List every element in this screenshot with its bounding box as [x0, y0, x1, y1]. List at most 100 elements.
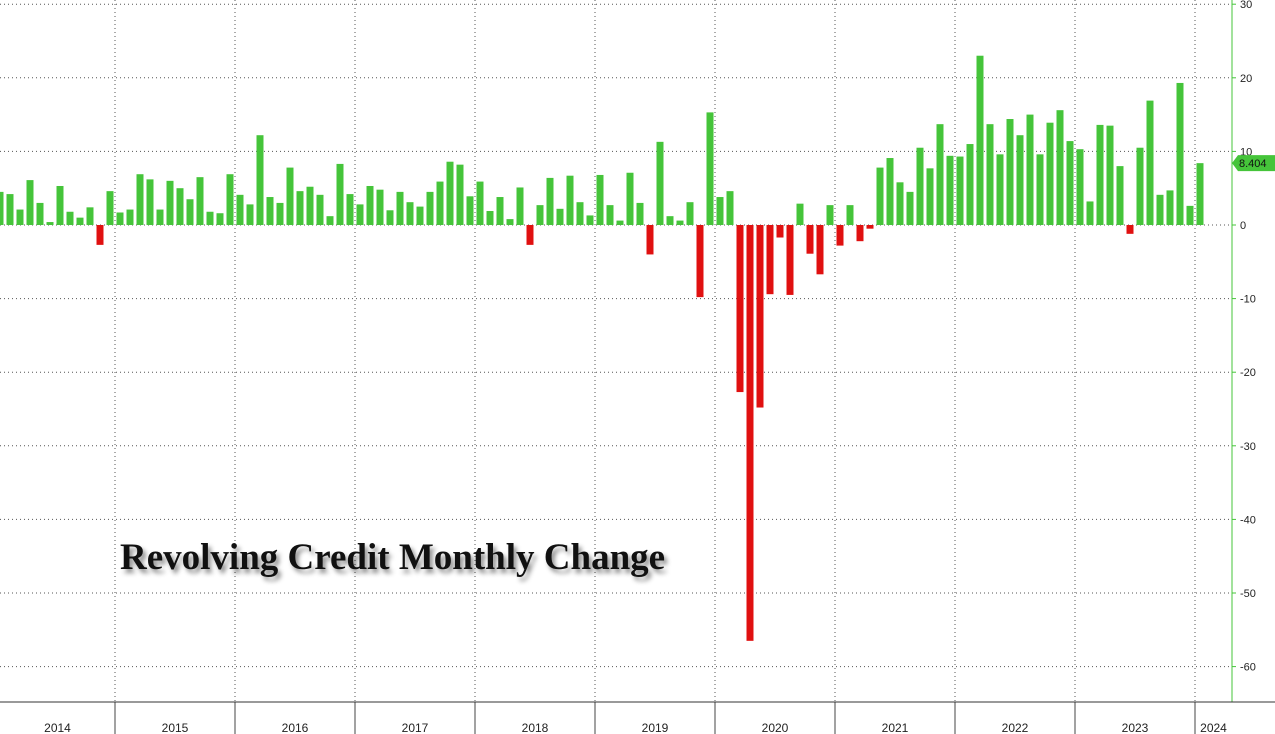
bar: [16, 209, 24, 225]
bar: [276, 202, 284, 225]
bar: [256, 135, 264, 225]
bar: [746, 225, 754, 641]
bar: [666, 216, 674, 225]
bar: [196, 177, 204, 225]
bar: [496, 197, 504, 225]
last-value-marker: 8.404: [1232, 155, 1275, 172]
bar: [816, 225, 824, 275]
bar: [206, 211, 214, 225]
bar: [0, 191, 4, 225]
bar: [646, 225, 654, 255]
bar: [216, 213, 224, 225]
x-axis-label: 2022: [1002, 721, 1029, 734]
bar: [1096, 124, 1104, 225]
bar: [916, 147, 924, 225]
x-axis-label: 2016: [282, 721, 309, 734]
bar: [326, 216, 334, 225]
bar: [56, 185, 64, 225]
bar: [786, 225, 794, 295]
bar: [36, 202, 44, 225]
bar: [246, 204, 254, 225]
bar: [776, 225, 784, 238]
bar: [126, 209, 134, 225]
bar: [1006, 119, 1014, 225]
bar: [236, 194, 244, 225]
bar: [1086, 201, 1094, 225]
bar: [826, 205, 834, 225]
bar: [936, 124, 944, 225]
x-axis-label: 2024: [1200, 721, 1227, 734]
y-tick-label: -60: [1240, 662, 1256, 674]
bar: [546, 177, 554, 225]
x-axis-label: 2017: [402, 721, 429, 734]
x-axis-label: 2014: [44, 721, 71, 734]
bar: [876, 167, 884, 225]
bar: [806, 225, 814, 254]
bar: [316, 194, 324, 225]
bar: [766, 225, 774, 295]
bar: [426, 191, 434, 225]
bar: [956, 156, 964, 225]
bar: [1026, 114, 1034, 225]
bar: [586, 215, 594, 225]
bar: [1146, 100, 1154, 225]
bar: [1176, 82, 1184, 226]
bar: [606, 205, 614, 225]
bar: [1166, 190, 1174, 225]
bar: [736, 225, 744, 393]
bar: [976, 55, 984, 225]
bar: [346, 194, 354, 225]
x-axis-label: 2021: [882, 721, 909, 734]
bar: [66, 211, 74, 225]
bar: [336, 163, 344, 225]
bar: [86, 207, 94, 225]
bar: [566, 175, 574, 225]
bar: [26, 180, 34, 225]
bar: [76, 217, 84, 225]
bar: [386, 210, 394, 225]
bar: [116, 212, 124, 225]
bar: [506, 219, 514, 225]
bar: [476, 181, 484, 225]
bar: [1186, 205, 1194, 225]
bar: [146, 179, 154, 225]
bar: [266, 197, 274, 225]
x-axis-label: 2020: [762, 721, 789, 734]
bar: [376, 189, 384, 225]
bar: [1136, 147, 1144, 225]
chart-title: Revolving Credit Monthly Change: [120, 537, 666, 578]
bars: [0, 55, 1204, 641]
bar: [1046, 122, 1054, 225]
bar: [856, 225, 864, 242]
bar: [186, 199, 194, 225]
bar: [156, 209, 164, 225]
bar: [486, 211, 494, 225]
bar: [576, 202, 584, 225]
bar: [136, 174, 144, 225]
bar: [966, 144, 974, 225]
bar: [706, 112, 714, 225]
bar: [296, 191, 304, 225]
bar: [686, 202, 694, 225]
bar: [1056, 110, 1064, 225]
bar: [456, 164, 464, 225]
bar: [96, 225, 104, 245]
bar: [796, 203, 804, 225]
bar: [886, 158, 894, 225]
grid-lines: [0, 0, 1232, 702]
bar: [1156, 194, 1164, 225]
bar: [406, 202, 414, 225]
bar: [556, 208, 564, 225]
bar: [676, 220, 684, 225]
bar: [176, 188, 184, 225]
bar: [436, 181, 444, 225]
bar: [166, 180, 174, 225]
bar: [446, 161, 454, 225]
bar: [926, 168, 934, 225]
bar: [756, 225, 764, 408]
bar: [716, 197, 724, 225]
bar: [1126, 225, 1134, 234]
bar: [536, 205, 544, 225]
